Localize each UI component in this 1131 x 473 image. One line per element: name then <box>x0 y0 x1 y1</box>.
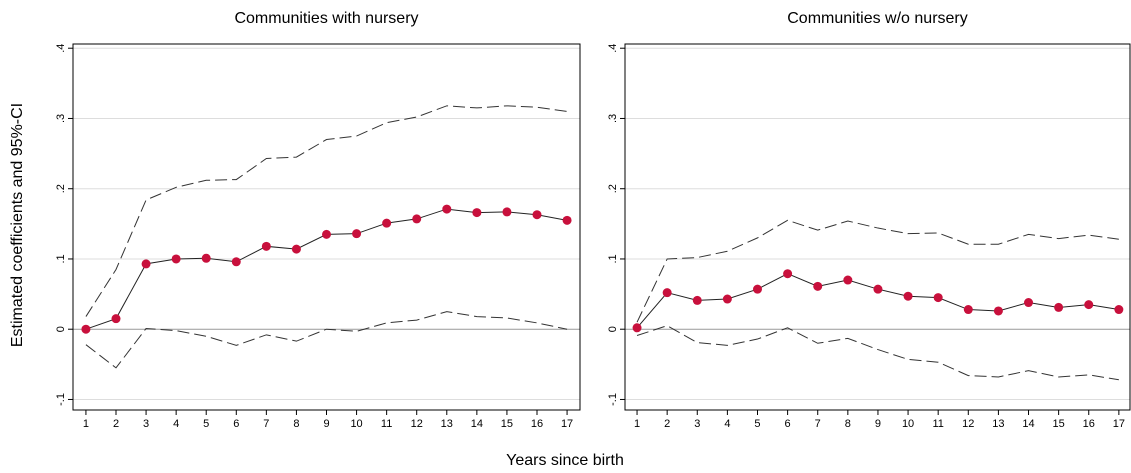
coef-marker <box>141 259 151 269</box>
coef-marker <box>352 229 362 239</box>
y-tick-label: 0 <box>55 326 67 332</box>
y-tick-label: -.1 <box>607 393 619 406</box>
plot-frame <box>624 43 1131 411</box>
y-tick-label: .1 <box>607 254 619 263</box>
coef-marker <box>692 295 702 305</box>
chart-title: Communities with nursery <box>234 10 418 27</box>
x-tick-label: 1 <box>634 418 640 430</box>
coef-marker <box>662 288 672 298</box>
x-tick-label: 6 <box>785 418 791 430</box>
coef-marker <box>231 257 241 267</box>
x-tick-label: 10 <box>902 418 914 430</box>
x-tick-label: 5 <box>754 418 760 430</box>
coef-marker <box>532 210 542 220</box>
ci-line <box>85 105 568 317</box>
x-tick-label: 12 <box>411 418 423 430</box>
x-tick-label: 8 <box>293 418 299 430</box>
x-tick-label: 13 <box>992 418 1004 430</box>
coef-marker <box>291 244 301 254</box>
coef-marker <box>1084 300 1094 310</box>
coef-marker <box>472 208 482 218</box>
x-tick-label: 14 <box>1022 418 1034 430</box>
ci-line <box>636 219 1119 323</box>
coef-marker <box>1054 302 1064 312</box>
y-tick-label: .3 <box>55 114 67 123</box>
y-tick-label: .4 <box>55 44 67 53</box>
x-tick-label: 15 <box>501 418 513 430</box>
coef-marker <box>843 275 853 285</box>
coef-marker <box>752 284 762 294</box>
x-tick-label: 17 <box>1113 418 1125 430</box>
chart-title: Communities w/o nursery <box>787 10 968 27</box>
x-tick-label: 16 <box>531 418 543 430</box>
coef-marker <box>1024 298 1034 308</box>
ci-line <box>85 311 568 369</box>
x-tick-label: 3 <box>143 418 149 430</box>
coef-marker <box>502 207 512 217</box>
x-tick-label: 15 <box>1053 418 1065 430</box>
y-axis-label: Estimated coefficients and 95%-CI <box>9 103 26 347</box>
coef-marker <box>783 269 793 279</box>
coef-marker <box>1114 305 1124 315</box>
coef-marker <box>111 314 121 324</box>
coef-marker <box>632 323 642 333</box>
coef-marker <box>903 291 913 301</box>
plot-frame <box>72 43 581 411</box>
y-tick-label: -.1 <box>55 393 67 406</box>
x-tick-label: 11 <box>932 418 943 430</box>
coef-marker <box>562 215 572 225</box>
y-tick-label: .2 <box>607 184 619 193</box>
y-tick-label: .4 <box>607 44 619 53</box>
x-tick-label: 3 <box>694 418 700 430</box>
coef-marker <box>322 229 331 239</box>
x-tick-label: 4 <box>724 418 730 430</box>
x-tick-label: 1 <box>83 418 89 430</box>
coef-marker <box>382 218 392 228</box>
ci-line <box>636 325 1119 381</box>
x-tick-label: 4 <box>173 418 179 430</box>
coef-marker <box>201 253 211 263</box>
x-tick-label: 9 <box>875 418 881 430</box>
x-tick-label: 6 <box>233 418 239 430</box>
x-tick-label: 9 <box>323 418 329 430</box>
x-tick-label: 12 <box>962 418 974 430</box>
coef-marker <box>873 284 883 294</box>
x-axis-label: Years since birth <box>506 452 624 469</box>
coef-marker <box>813 281 823 291</box>
coef-marker <box>442 204 452 214</box>
coef-marker <box>993 306 1003 316</box>
coef-line <box>636 273 1119 329</box>
coef-marker <box>722 294 732 304</box>
x-tick-label: 7 <box>815 418 821 430</box>
y-tick-label: .1 <box>55 254 67 263</box>
coef-marker <box>963 305 973 315</box>
x-tick-label: 13 <box>441 418 453 430</box>
x-tick-label: 10 <box>350 418 362 430</box>
coef-marker <box>81 324 91 334</box>
y-tick-label: 0 <box>607 326 619 332</box>
coef-line <box>85 208 568 330</box>
y-tick-label: .3 <box>607 114 619 123</box>
x-tick-label: 2 <box>664 418 670 430</box>
x-tick-label: 7 <box>263 418 269 430</box>
x-tick-label: 2 <box>113 418 119 430</box>
x-tick-label: 14 <box>471 418 483 430</box>
coef-marker <box>933 293 943 303</box>
coef-marker <box>261 241 271 251</box>
x-tick-label: 11 <box>381 418 392 430</box>
coef-marker <box>412 214 422 224</box>
y-tick-label: .2 <box>55 184 67 193</box>
x-tick-label: 8 <box>845 418 851 430</box>
coef-marker <box>171 254 181 264</box>
x-tick-label: 17 <box>561 418 573 430</box>
x-tick-label: 5 <box>203 418 209 430</box>
x-tick-label: 16 <box>1083 418 1095 430</box>
